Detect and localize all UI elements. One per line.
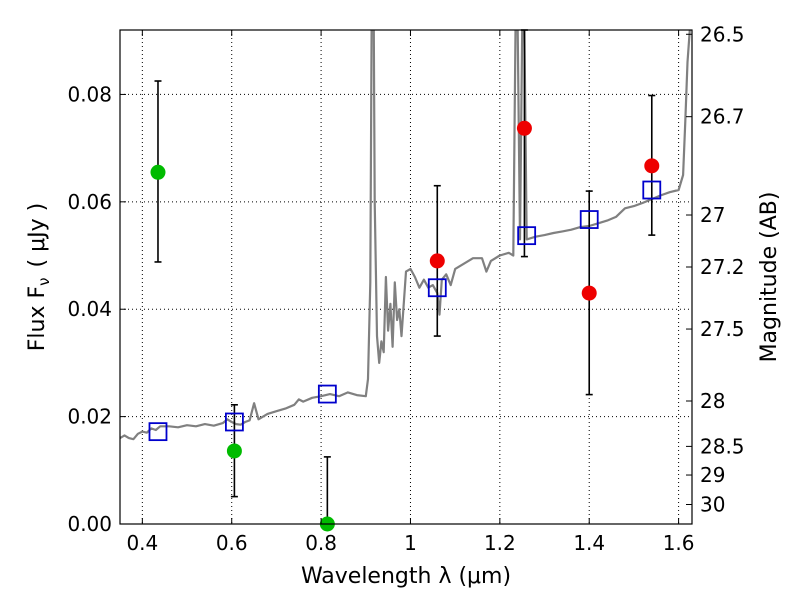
- model-photometry-marker: [148, 422, 168, 442]
- y-tick-label: 0.00: [67, 512, 112, 536]
- mag-tick-label: 27.5: [700, 317, 745, 341]
- y-tick-label: 0.04: [67, 297, 112, 321]
- x-tick-label: 0.6: [216, 531, 248, 555]
- mag-tick-label: 30: [700, 493, 725, 517]
- data-point: [226, 443, 242, 459]
- right-axis-label: Magnitude (AB): [757, 192, 782, 363]
- data-point: [150, 164, 166, 180]
- mag-tick-label: 28: [700, 389, 725, 413]
- tick-layer: 0.4 0.6 0.8 1 1.2 1.4 1.6 0.00 0.02 0.04 0.06 0.08 2…: [67, 22, 744, 555]
- x-tick-label: 1.6: [663, 531, 695, 555]
- plot-frame: [119, 29, 693, 525]
- model-photometry-marker: [579, 210, 599, 229]
- model-photometry-marker: [517, 226, 537, 246]
- x-tick-label: 1.4: [573, 531, 605, 555]
- y-axis-label-subscript: ν: [35, 277, 53, 285]
- model-photometry-marker: [224, 412, 244, 432]
- y-tick-label: 0.02: [67, 405, 112, 429]
- mag-tick-label: 29: [700, 463, 725, 487]
- y-tick-label: 0.08: [67, 82, 112, 106]
- y-axis-label-unit: ( μJy ): [25, 203, 50, 268]
- mag-tick-label: 26.7: [700, 105, 745, 129]
- model-photometry-marker: [642, 180, 662, 200]
- x-tick-label: 1: [404, 531, 417, 555]
- marker-layer: [148, 120, 662, 532]
- x-axis-label: Wavelength λ (μm): [301, 564, 511, 589]
- spectrum-line: [120, 30, 691, 441]
- data-point: [429, 253, 445, 269]
- model-photometry-marker: [317, 384, 337, 404]
- mag-tick-label: 27.2: [700, 255, 745, 279]
- mag-tick-label: 28.5: [700, 434, 745, 458]
- data-point: [516, 120, 532, 136]
- x-tick-label: 1.2: [484, 531, 516, 555]
- y-tick-label: 0.06: [67, 190, 112, 214]
- x-tick-label: 0.8: [305, 531, 337, 555]
- mag-tick-label: 27: [700, 203, 725, 227]
- y-axis-label-main: Flux F: [25, 286, 50, 351]
- mag-tick-label: 26.5: [700, 22, 745, 46]
- spectrum-layer: [120, 30, 691, 441]
- x-tick-label: 0.4: [126, 531, 158, 555]
- data-point: [581, 285, 597, 301]
- data-point: [644, 158, 660, 174]
- model-photometry-marker: [427, 278, 447, 298]
- y-axis-label: Flux Fν ( μJy ): [25, 203, 53, 351]
